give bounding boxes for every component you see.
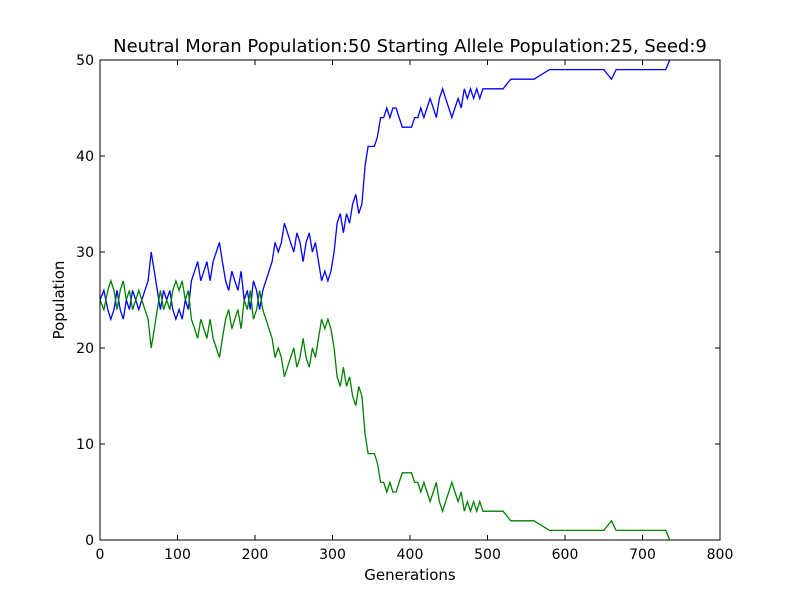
x-tick-label: 700 bbox=[629, 547, 656, 563]
tick-layer: 0 100 200 300 400 500 600 700 800 0 10 20 30 40 50 bbox=[76, 53, 733, 563]
y-tick-label: 40 bbox=[76, 149, 94, 165]
x-tick-label: 600 bbox=[552, 547, 579, 563]
y-tick-label: 0 bbox=[85, 533, 94, 549]
series-line-1 bbox=[99, 59, 671, 322]
y-tick-label: 10 bbox=[76, 437, 94, 453]
x-tick-label: 500 bbox=[474, 547, 501, 563]
x-tick-label: 200 bbox=[242, 547, 269, 563]
y-tick-label: 20 bbox=[76, 341, 94, 357]
plot-frame bbox=[99, 59, 721, 541]
x-tick-label: 800 bbox=[707, 547, 734, 563]
x-tick-label: 400 bbox=[397, 547, 424, 563]
y-axis-label: Population bbox=[50, 261, 68, 340]
x-tick-label: 0 bbox=[96, 547, 105, 563]
series-line-2 bbox=[99, 278, 671, 541]
y-tick-label: 50 bbox=[76, 53, 94, 69]
series-layer bbox=[99, 59, 671, 541]
x-axis-label: Generations bbox=[364, 566, 456, 584]
x-tick-label: 100 bbox=[164, 547, 191, 563]
chart-title: Neutral Moran Population:50 Starting All… bbox=[113, 36, 707, 57]
x-tick-label: 300 bbox=[319, 547, 346, 563]
y-tick-label: 30 bbox=[76, 245, 94, 261]
